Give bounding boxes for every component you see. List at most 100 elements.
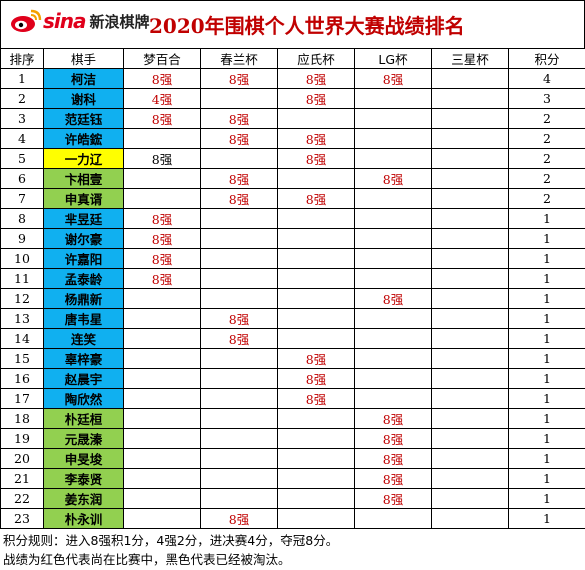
result-cell: 8强 [354,168,432,189]
rank-cell: 11 [0,268,44,289]
result-cell: 8强 [200,508,278,529]
result-cell [277,488,355,509]
result-cell [277,168,355,189]
result-cell [200,228,278,249]
table-row: 16 赵晨宇 8强 1 [0,368,585,389]
result-cell [354,228,432,249]
result-cell [431,88,509,109]
points-cell: 2 [508,128,585,149]
result-cell [200,488,278,509]
result-cell [200,448,278,469]
table-header-row: 排序 棋手 梦百合 春兰杯 应氏杯 LG杯 三星杯 积分 [0,48,585,69]
table-row: 14 连笑 8强 1 [0,328,585,349]
rank-cell: 14 [0,328,44,349]
sina-logo[interactable]: sina 新浪棋牌 [9,8,150,34]
table-row: 7 申真谞 8强 8强 2 [0,188,585,209]
column-header: 春兰杯 [200,48,278,69]
result-cell [431,408,509,429]
result-cell [123,188,201,209]
result-cell [431,68,509,89]
player-name-cell: 谢科 [43,88,124,109]
result-cell [200,148,278,169]
player-name-cell: 许嘉阳 [43,248,124,269]
result-cell: 8强 [123,108,201,129]
result-cell [277,108,355,129]
player-name-cell: 杨鼎新 [43,288,124,309]
rank-cell: 15 [0,348,44,369]
player-name-cell: 连笑 [43,328,124,349]
column-header: 梦百合 [123,48,201,69]
result-cell [200,428,278,449]
table-row: 6 卞相壹 8强 8强 2 [0,168,585,189]
result-cell [431,428,509,449]
table-row: 1 柯洁 8强 8强 8强 8强 4 [0,68,585,89]
result-cell: 8强 [200,68,278,89]
result-cell [123,468,201,489]
result-cell [431,348,509,369]
rank-cell: 2 [0,88,44,109]
column-header: 排序 [0,48,44,69]
result-cell [354,368,432,389]
result-cell [354,148,432,169]
result-cell [354,88,432,109]
header: sina 新浪棋牌 2020年围棋个人世界大赛战绩排名 [0,0,585,48]
result-cell: 8强 [200,168,278,189]
table-row: 12 杨鼎新 8强 1 [0,288,585,309]
result-cell [354,328,432,349]
table-row: 5 一力辽 8强 8强 2 [0,148,585,169]
result-cell [277,308,355,329]
result-cell [431,468,509,489]
result-cell: 8强 [354,68,432,89]
rank-cell: 22 [0,488,44,509]
rank-cell: 17 [0,388,44,409]
column-header: 三星杯 [431,48,509,69]
player-name-cell: 辜梓豪 [43,348,124,369]
result-cell [431,508,509,529]
result-cell: 8强 [277,128,355,149]
result-cell [431,288,509,309]
player-name-cell: 姜东润 [43,488,124,509]
result-cell [200,348,278,369]
result-cell: 8强 [123,208,201,229]
page-title: 2020年围棋个人世界大赛战绩排名 [149,14,465,38]
rank-cell: 12 [0,288,44,309]
table-row: 20 申旻埈 8强 1 [0,448,585,469]
result-cell: 8强 [200,128,278,149]
result-cell: 8强 [200,188,278,209]
rank-cell: 21 [0,468,44,489]
table-body: 1 柯洁 8强 8强 8强 8强 4 2 谢科 4强 8强 3 3 范廷钰 8强 8强 2 4 许皓鋐 8强 8强 2 5 一… [0,68,585,529]
result-cell [123,328,201,349]
points-cell: 1 [508,368,585,389]
points-cell: 1 [508,308,585,329]
result-cell [200,288,278,309]
table-row: 23 朴永训 8强 1 [0,508,585,529]
result-cell [431,128,509,149]
result-cell [123,348,201,369]
rank-cell: 8 [0,208,44,229]
table-row: 15 辜梓豪 8强 1 [0,348,585,369]
result-cell: 8强 [277,188,355,209]
player-name-cell: 陶欣然 [43,388,124,409]
result-cell [277,248,355,269]
result-cell [277,208,355,229]
player-name-cell: 一力辽 [43,148,124,169]
result-cell [123,508,201,529]
points-cell: 2 [508,188,585,209]
rank-cell: 3 [0,108,44,129]
result-cell [200,248,278,269]
result-cell [277,428,355,449]
result-cell [354,308,432,329]
result-cell: 8强 [354,408,432,429]
result-cell [431,388,509,409]
result-cell [123,448,201,469]
points-cell: 1 [508,328,585,349]
result-cell [200,368,278,389]
result-cell [431,108,509,129]
player-name-cell: 谢尔豪 [43,228,124,249]
result-cell [354,128,432,149]
table-row: 9 谢尔豪 8强 1 [0,228,585,249]
result-cell [200,388,278,409]
result-cell [123,488,201,509]
rank-cell: 19 [0,428,44,449]
result-cell: 8强 [277,148,355,169]
